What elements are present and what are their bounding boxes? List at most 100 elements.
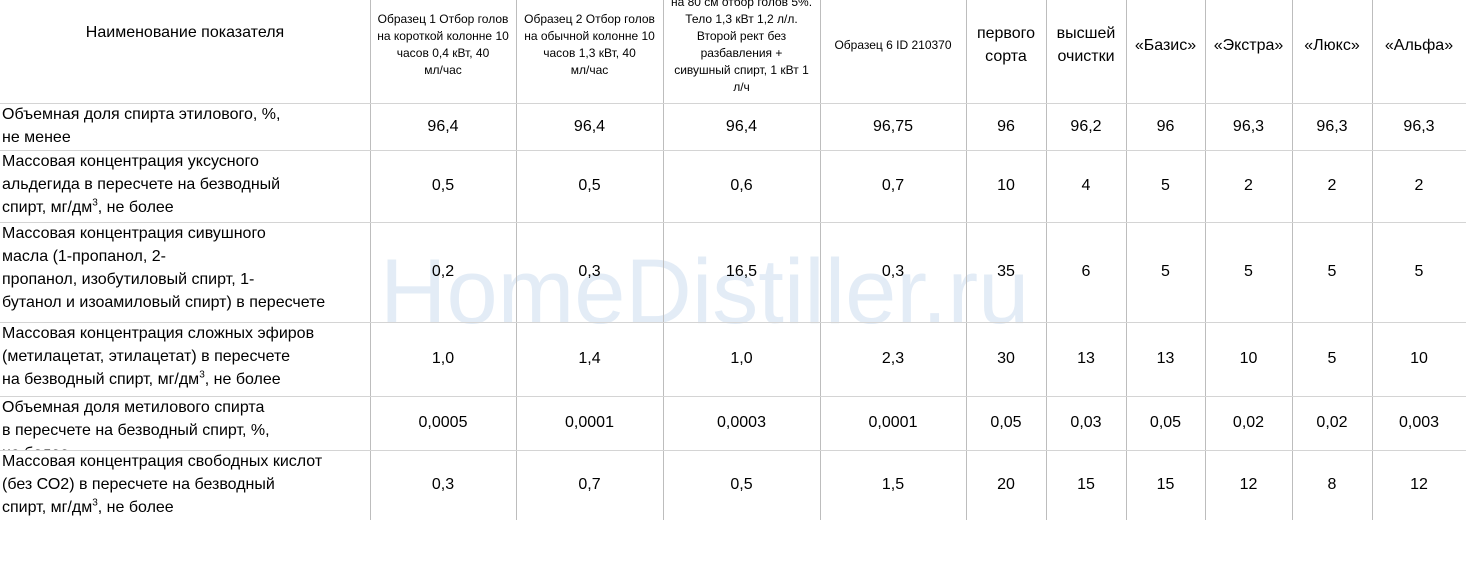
value-cell: 96,3	[1292, 103, 1372, 150]
header-line: высшей	[1056, 25, 1116, 42]
value-cell: 0,3	[370, 450, 516, 520]
grid-line	[1372, 0, 1373, 520]
label-line: Массовая концентрация сложных эфиров	[2, 325, 315, 342]
value-text: 96	[1156, 117, 1175, 135]
grid-line	[663, 0, 664, 520]
value-text: 0,0001	[868, 414, 918, 431]
header-line: Образец 2 Отбор голов	[524, 12, 655, 26]
label-tail: , не более	[204, 371, 281, 388]
grid-line	[0, 396, 1466, 397]
label-line: Массовая концентрация свободных кислот	[2, 453, 323, 470]
value-cell: 96,2	[1046, 103, 1126, 150]
value-text: 96	[997, 117, 1015, 135]
grid-line	[966, 0, 967, 520]
grid-line	[0, 103, 1466, 104]
label-line: Массовая концентрация сивушного	[2, 225, 266, 242]
label-line: Объемная доля метилового спирта	[2, 399, 265, 416]
value-text: 15	[1156, 476, 1175, 493]
value-text: 2	[1327, 177, 1337, 194]
grid-line	[0, 322, 1466, 323]
value-text: 1,5	[881, 476, 905, 493]
value-text: 0,2	[431, 263, 455, 280]
value-text: 0,3	[431, 476, 455, 493]
header-cell: на 80 см отбор голов 5%. Тело 1,3 кВт 1,2…	[663, 0, 820, 103]
header-cell: Образец 1 Отбор голов на короткой колонне…	[370, 0, 516, 103]
value-cell: 15	[1046, 450, 1126, 520]
value-text: 12	[1410, 476, 1428, 493]
value-cell: 4	[1046, 150, 1126, 222]
row-label: Массовая концентрация сложных эфиров (мет…	[0, 322, 370, 396]
header-cell: первого сорта	[966, 0, 1046, 103]
value-cell: 0,3	[516, 222, 663, 322]
value-text: 0,3	[881, 263, 905, 280]
label-line: (без СО2) в пересчете на безводный	[2, 476, 275, 493]
value-cell: 0,5	[516, 150, 663, 222]
grid-line	[0, 222, 1466, 223]
grid-line	[820, 0, 821, 520]
value-text: 0,7	[578, 476, 601, 493]
value-cell: 2	[1372, 150, 1466, 222]
value-cell: 0,02	[1205, 396, 1292, 450]
value-text: 0,5	[730, 476, 753, 493]
value-text: 6	[1081, 263, 1091, 280]
value-cell: 16,5	[663, 222, 820, 322]
header-line: сивушный спирт, 1 кВт 1	[674, 63, 809, 77]
value-text: 13	[1156, 350, 1175, 367]
value-text: 0,02	[1316, 414, 1348, 431]
label-tail: , не более	[97, 199, 174, 216]
value-cell: 30	[966, 322, 1046, 396]
value-cell: 12	[1205, 450, 1292, 520]
value-cell: 96	[1126, 103, 1205, 150]
value-cell: 96,4	[663, 103, 820, 150]
watermark: HomeDistiller.ru	[380, 241, 1030, 343]
value-cell: 0,02	[1292, 396, 1372, 450]
value-cell: 2,3	[820, 322, 966, 396]
value-text: 15	[1077, 476, 1095, 493]
value-cell: 13	[1046, 322, 1126, 396]
header-line: «Альфа»	[1384, 36, 1454, 54]
grid-line	[1292, 0, 1293, 520]
header-line: на 80 см отбор голов 5%.	[670, 0, 813, 9]
value-cell: 5	[1372, 222, 1466, 322]
label-sup: 3	[199, 369, 205, 381]
label-text: спирт, мг/дм	[2, 199, 93, 216]
value-cell: 2	[1292, 150, 1372, 222]
value-cell: 1,0	[663, 322, 820, 396]
value-text: 30	[997, 350, 1015, 367]
label-sup: 3	[92, 497, 98, 509]
value-text: 96,4	[725, 117, 758, 135]
grid-line	[1126, 0, 1127, 520]
header-line: Второй рект без	[696, 29, 787, 43]
value-text: 96,3	[1232, 117, 1265, 135]
header-line: «Базис»	[1134, 36, 1197, 54]
value-text: 35	[997, 263, 1015, 280]
label-line: на безводный спирт, мг/дм3, не более	[2, 368, 370, 391]
value-cell: 0,003	[1372, 396, 1466, 450]
value-text: 20	[997, 476, 1015, 493]
grid-line	[0, 150, 1466, 151]
value-cell: 0,3	[820, 222, 966, 322]
value-text: 10	[1239, 350, 1258, 367]
value-text: 0,0003	[717, 414, 766, 431]
value-text: 0,7	[881, 177, 905, 194]
label-line: не более	[2, 442, 370, 450]
header-cell: Образец 2 Отбор голов на обычной колонне …	[516, 0, 663, 103]
value-cell: 10	[1205, 322, 1292, 396]
value-cell: 0,5	[663, 450, 820, 520]
header-line: Тело 1,3 кВт 1,2 л/л.	[685, 12, 798, 26]
label-line: Массовая концентрация уксусного	[2, 153, 259, 170]
value-cell: 0,0001	[516, 396, 663, 450]
value-text: 10	[997, 177, 1015, 194]
value-text: 13	[1077, 350, 1095, 367]
value-cell: 0,0005	[370, 396, 516, 450]
value-cell: 96,3	[1205, 103, 1292, 150]
header-line: на короткой колонне 10	[377, 29, 509, 43]
value-text: 1,4	[578, 350, 601, 367]
label-tail: , не более	[97, 499, 174, 516]
value-cell: 12	[1372, 450, 1466, 520]
value-text: 96,75	[872, 117, 914, 135]
value-cell: 10	[966, 150, 1046, 222]
value-cell: 5	[1292, 322, 1372, 396]
value-text: 1,0	[431, 350, 455, 367]
